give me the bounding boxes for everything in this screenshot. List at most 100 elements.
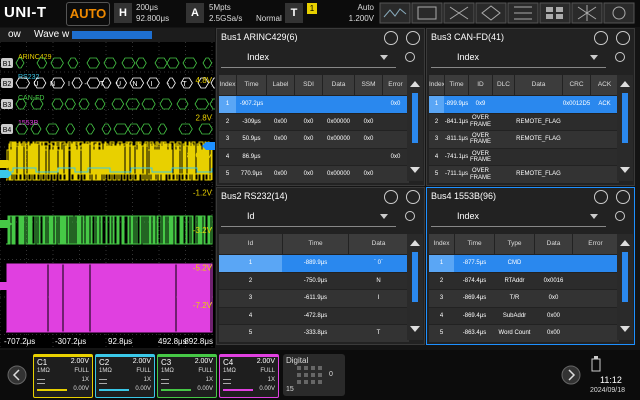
table-row[interactable] xyxy=(429,272,619,290)
channel-offset: 0.00V xyxy=(259,386,275,392)
bus-label: ARINC429 xyxy=(18,54,52,61)
digital-box[interactable]: Digital 0 15 xyxy=(283,354,345,396)
filter-dropdown[interactable]: Index xyxy=(221,49,396,68)
scroll-down[interactable] xyxy=(620,167,630,173)
table-row[interactable] xyxy=(219,96,409,113)
table-row[interactable] xyxy=(219,131,409,148)
channel-box[interactable]: C2 1MΩ 2.00V FULL 1X 0.00V xyxy=(95,354,155,398)
close-button[interactable] xyxy=(406,31,420,45)
scroll-up[interactable] xyxy=(410,240,420,246)
table-cell: -472.8μs xyxy=(303,312,328,319)
horizontal-tag[interactable]: H xyxy=(114,3,132,23)
table-cell: 0x00000 xyxy=(326,136,351,143)
channel-scale: 2.00V xyxy=(132,358,151,365)
channel-scale: 2.00V xyxy=(194,358,213,365)
scroll-thumb[interactable] xyxy=(412,93,418,143)
close-button[interactable] xyxy=(616,190,630,204)
icon-button[interactable] xyxy=(539,2,571,24)
column-header: Index xyxy=(429,234,454,254)
icon-button[interactable] xyxy=(475,2,507,24)
time-label: 492.8μs xyxy=(158,337,187,346)
scroll-thumb[interactable] xyxy=(622,252,628,302)
table-row[interactable] xyxy=(429,307,619,325)
table-row[interactable] xyxy=(429,325,619,342)
channel-box[interactable]: C1 1MΩ 2.00V FULL 1X 0.00V xyxy=(33,354,93,398)
table-row[interactable] xyxy=(429,131,619,148)
table-row[interactable] xyxy=(429,255,619,272)
offset-bar xyxy=(37,389,67,391)
close-button[interactable] xyxy=(616,31,630,45)
filter-dropdown[interactable]: Index xyxy=(431,49,606,68)
left-arrow[interactable] xyxy=(6,364,28,386)
filter-dropdown[interactable]: Index xyxy=(431,208,606,227)
acquire-tag[interactable]: A xyxy=(186,3,204,23)
table-cell: -333.8μs xyxy=(303,330,328,337)
coupling-icon xyxy=(37,379,45,384)
table-cell: 4 xyxy=(434,153,439,160)
icon-button[interactable] xyxy=(411,2,443,24)
table-row[interactable] xyxy=(429,113,619,131)
table-row[interactable] xyxy=(219,166,409,183)
column-header: Error xyxy=(573,234,618,254)
table-cell: 0x00 xyxy=(546,312,560,319)
waveform-panel: ow Wave w B1 ARINC429 B2 RS232 B3 CAN-FD B4 155… xyxy=(0,28,215,348)
table-row[interactable] xyxy=(219,148,409,166)
help-button[interactable] xyxy=(594,31,608,45)
wave-title: Wave w xyxy=(34,29,70,40)
icon-button[interactable] xyxy=(379,2,411,24)
search-button[interactable] xyxy=(404,51,418,65)
table-cell: -309μs xyxy=(242,118,261,125)
channel-box[interactable]: C4 1MΩ 2.00V FULL 1X 0.00V xyxy=(219,354,279,398)
table-cell: -899.9μs xyxy=(445,101,468,108)
filter-value: Index xyxy=(457,52,480,62)
search-button[interactable] xyxy=(404,210,418,224)
scroll-up[interactable] xyxy=(410,81,420,87)
scroll-thumb[interactable] xyxy=(622,93,628,143)
table-row[interactable] xyxy=(219,290,409,307)
top-bar: UNI-T AUTO H 200μs 92.800μs A 5Mpts 2.5G… xyxy=(0,0,640,27)
table-cell: 0x0 xyxy=(303,136,314,143)
help-button[interactable] xyxy=(384,31,398,45)
table-row[interactable] xyxy=(429,148,619,166)
table-cell: 1 xyxy=(429,255,454,272)
column-header: Data xyxy=(349,234,408,254)
icon-button[interactable] xyxy=(603,2,635,24)
table-row[interactable] xyxy=(429,290,619,307)
table-cell: -907.2μs xyxy=(239,101,264,108)
scroll-down[interactable] xyxy=(620,326,630,332)
scroll-thumb[interactable] xyxy=(412,252,418,302)
table-row[interactable] xyxy=(219,113,409,131)
coupling-icon xyxy=(161,379,169,384)
table-cell: OVER FRAME xyxy=(470,132,491,146)
table-row[interactable] xyxy=(429,166,619,183)
channel-box[interactable]: C3 1MΩ 2.00V FULL 1X 0.00V xyxy=(157,354,217,398)
scroll-up[interactable] xyxy=(620,240,630,246)
level-label: -7.2V xyxy=(193,301,213,310)
scroll-down[interactable] xyxy=(410,167,420,173)
table-cell: 50.9μs xyxy=(242,136,261,143)
search-button[interactable] xyxy=(614,210,628,224)
trigger-sweep: Auto xyxy=(357,3,374,12)
table-row[interactable] xyxy=(219,325,409,342)
auto-button[interactable]: AUTO xyxy=(66,2,110,26)
filter-dropdown[interactable]: Id xyxy=(221,208,396,227)
filter-value: Index xyxy=(457,211,480,221)
help-button[interactable] xyxy=(384,190,398,204)
scroll-up[interactable] xyxy=(620,81,630,87)
wave-selector[interactable] xyxy=(72,31,152,39)
acquire-mode: Normal xyxy=(256,14,282,23)
search-button[interactable] xyxy=(614,51,628,65)
close-button[interactable] xyxy=(406,190,420,204)
table-cell: 0x00 xyxy=(273,118,287,125)
decode-table: Index Time Label SDI Data SSM Error 1 -907.2μs 0x… xyxy=(219,75,409,183)
table-row[interactable] xyxy=(429,96,619,113)
channel-scale: 2.00V xyxy=(70,358,89,365)
table-cell: 0x9 xyxy=(475,101,486,108)
scroll-down[interactable] xyxy=(410,326,420,332)
table-cell: 0x0 xyxy=(303,118,314,125)
table-row[interactable] xyxy=(219,272,409,290)
trigger-tag[interactable]: T xyxy=(285,3,303,23)
table-row[interactable] xyxy=(219,307,409,325)
right-arrow[interactable] xyxy=(560,364,582,386)
help-button[interactable] xyxy=(594,190,608,204)
